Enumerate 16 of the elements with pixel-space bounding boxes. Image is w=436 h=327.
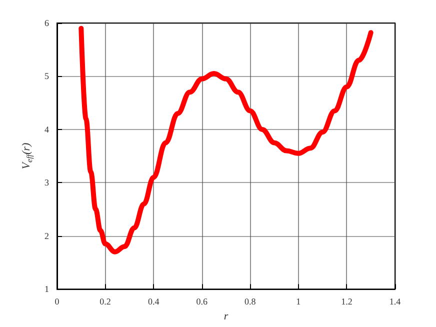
x-tick-label: 1 (296, 296, 301, 307)
y-tick-label: 3 (44, 178, 50, 188)
y-tick-label: 1 (44, 284, 49, 294)
x-tick-label: 1.2 (341, 296, 352, 307)
x-tick-label: 0.6 (196, 296, 208, 307)
x-tick-label: 1.4 (389, 296, 402, 307)
x-tick-label: 0.2 (100, 296, 111, 307)
x-tick-label: 0.4 (148, 296, 160, 307)
y-tick-label: 2 (44, 230, 49, 241)
x-tick-label: 0.8 (244, 296, 256, 307)
y-axis-title: Veff(r) (20, 142, 34, 170)
x-tick-label: 0 (54, 296, 60, 307)
y-tick-label: 5 (44, 71, 50, 82)
y-tick-label: 4 (44, 124, 50, 134)
y-tick-label: 6 (44, 18, 50, 28)
x-axis-title: r (224, 310, 229, 322)
